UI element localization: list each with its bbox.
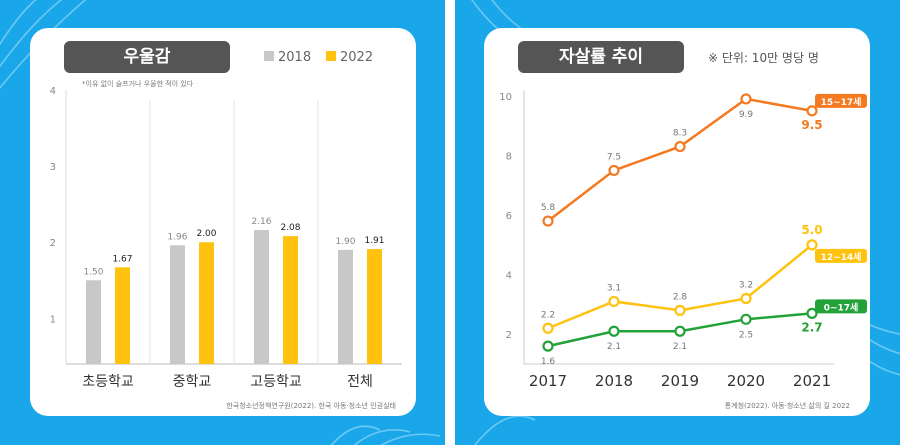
- series-tag-bg: [815, 93, 867, 108]
- data-label: 2.5: [739, 330, 753, 340]
- x-tick-label: 2020: [727, 372, 765, 390]
- series-tag-label: 12~14세: [821, 251, 862, 263]
- series-tag-label: 0~17세: [824, 301, 859, 313]
- bar-2018: [338, 249, 353, 364]
- legend-swatch-2022: [326, 51, 336, 61]
- data-label: 8.3: [673, 129, 687, 139]
- x-tick-label: 2021: [793, 372, 831, 390]
- y-tick-label: 2: [50, 238, 56, 249]
- category-label: 초등학교: [82, 374, 134, 390]
- y-tick-label: 3: [50, 162, 56, 173]
- x-tick-label: 2018: [595, 372, 633, 390]
- data-label: 2.16: [251, 217, 271, 227]
- series-tag-bg: [815, 299, 867, 314]
- data-point: [740, 93, 752, 105]
- data-label: 1.67: [112, 254, 132, 264]
- data-label: 2.08: [280, 223, 300, 233]
- data-point: [542, 322, 554, 334]
- data-label: 2.7: [801, 320, 822, 334]
- data-point: [608, 295, 620, 308]
- x-tick-label: 2017: [529, 372, 567, 390]
- unit-note: ※ 단위: 10만 명당 명: [708, 51, 819, 65]
- y-tick-label: 1: [50, 314, 56, 325]
- data-label: 9.5: [801, 118, 822, 132]
- data-label: 1.96: [167, 232, 187, 242]
- chart-title: 자살률 추이: [518, 41, 684, 73]
- data-point: [740, 313, 752, 325]
- data-point: [674, 325, 686, 337]
- y-tick-label: 2: [506, 330, 512, 341]
- legend-label-2022: 2022: [340, 50, 373, 65]
- line-layer: 2 4 6 8 10 2017 2018 2019 2020 2021 5.8 7.5 8.3 9.9 9.…: [499, 90, 867, 390]
- y-tick-label: 4: [50, 86, 56, 97]
- depression-chart-card: 우울감 2018 2022 *이유 없이 슬프거나 우울한 적이 있다 1 2 3 4…: [30, 28, 416, 416]
- bar-2022: [367, 249, 382, 364]
- data-label: 2.1: [673, 342, 687, 352]
- line-chart: ※ 단위: 10만 명당 명 2 4 6 8 10 2017 2018 2019 2020 202…: [499, 51, 867, 410]
- y-tick-label: 8: [506, 152, 512, 163]
- suicide-rate-chart-card: 자살률 추이 ※ 단위: 10만 명당 명 2 4 6 8 10 2017 2018 2019…: [484, 28, 870, 416]
- data-label: 5.0: [801, 223, 822, 237]
- data-label: 2.8: [673, 292, 688, 302]
- y-tick-label: 10: [499, 92, 512, 103]
- data-label: 5.8: [541, 203, 556, 213]
- category-label: 전체: [347, 374, 373, 390]
- data-label: 3.2: [739, 280, 753, 290]
- bar-2022: [115, 267, 130, 364]
- bar-2018: [86, 280, 101, 364]
- bar-2018: [254, 230, 269, 364]
- bar-2022: [283, 236, 298, 364]
- data-label: 9.9: [739, 110, 754, 120]
- series-line-15~17세: [547, 97, 813, 223]
- data-point: [674, 304, 686, 316]
- data-point: [674, 140, 686, 153]
- y-tick-label: 4: [506, 271, 512, 282]
- data-point: [740, 292, 752, 305]
- data-point: [806, 307, 818, 319]
- data-label: 1.91: [364, 236, 384, 246]
- data-label: 3.1: [607, 283, 621, 293]
- data-label: 2.00: [196, 229, 216, 239]
- chart-title: 우울감: [64, 41, 230, 73]
- series-tag-bg: [815, 248, 867, 263]
- legend-swatch-2018: [264, 51, 274, 61]
- category-label: 고등학교: [250, 374, 302, 390]
- bar-layer: 1 2 3 4 1.50 1.67 초등학교 1.96 2.00 중학교 2.16 2.08 고등학교 1…: [50, 86, 402, 390]
- bar-chart: 2018 2022 *이유 없이 슬프거나 우울한 적이 있다 1 2 3 4 1.50…: [50, 50, 402, 410]
- data-label: 1.90: [335, 237, 355, 247]
- category-label: 중학교: [173, 374, 212, 390]
- data-label: 2.2: [541, 310, 555, 320]
- series-tag-label: 15~17세: [821, 96, 862, 108]
- data-point: [806, 105, 818, 117]
- legend-label-2018: 2018: [278, 50, 311, 65]
- chart-source: 한국청소년정책연구원(2022). 한국 아동·청소년 인권실태: [226, 401, 396, 410]
- data-label: 7.5: [607, 152, 621, 162]
- bar-2022: [199, 242, 214, 364]
- y-tick-label: 6: [506, 211, 512, 222]
- data-point: [608, 164, 620, 177]
- data-point: [806, 239, 818, 251]
- chart-source: 통계청(2022). 아동·청소년 삶의 질 2022: [725, 401, 850, 410]
- data-point: [542, 340, 554, 352]
- data-point: [542, 215, 554, 227]
- x-tick-label: 2019: [661, 372, 699, 390]
- bar-2018: [170, 245, 185, 364]
- data-point: [608, 325, 620, 337]
- data-label: 1.6: [541, 357, 556, 367]
- data-label: 2.1: [607, 342, 621, 352]
- data-label: 1.50: [83, 267, 103, 277]
- chart-note: *이유 없이 슬프거나 우울한 적이 있다: [82, 79, 194, 88]
